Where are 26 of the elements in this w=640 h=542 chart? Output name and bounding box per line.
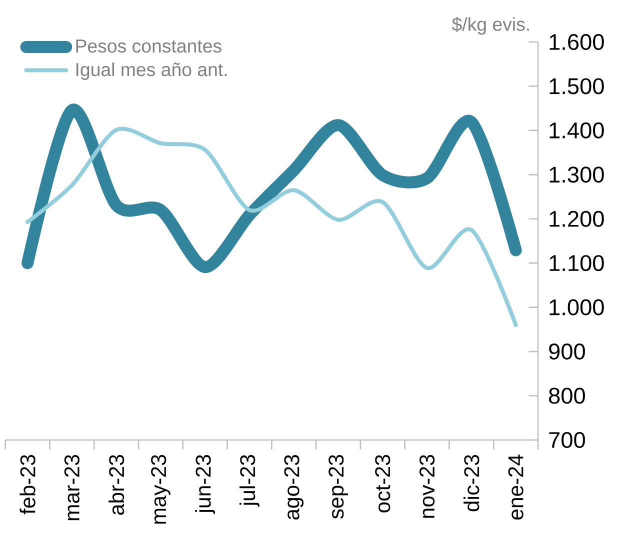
x-tick-label: sep-23 bbox=[328, 454, 348, 519]
line-series bbox=[26, 126, 518, 328]
y-tick-label: 1.100 bbox=[550, 255, 604, 272]
legend-label: Pesos constantes bbox=[76, 40, 222, 53]
y-tick-label: 1.200 bbox=[550, 210, 604, 227]
x-tick-label: nov-23 bbox=[419, 454, 435, 518]
x-tick-label: oct-23 bbox=[375, 454, 390, 512]
y-tick-label: 900 bbox=[549, 344, 585, 360]
y-axis-title: $/kg evis. bbox=[452, 16, 529, 35]
x-tick-label: ene-24 bbox=[508, 454, 524, 520]
y-tick-label: 1.600 bbox=[550, 34, 604, 50]
y-tick-label: 700 bbox=[549, 432, 585, 448]
x-tick-label: dic-23 bbox=[464, 454, 480, 512]
x-tick-label: feb-23 bbox=[20, 454, 36, 514]
y-tick-label: 1.500 bbox=[550, 78, 604, 94]
y-tick-label: 1.300 bbox=[550, 166, 604, 183]
legend-label: Igual mes año ant. bbox=[76, 62, 227, 80]
y-tick-label: 800 bbox=[549, 388, 585, 404]
x-tick-label: jul-23 bbox=[240, 454, 260, 507]
x-tick-label: jun-23 bbox=[195, 454, 216, 514]
x-tick-label: may-23 bbox=[151, 454, 170, 524]
x-tick-label: ago-23 bbox=[284, 454, 304, 520]
x-tick-label: abr-23 bbox=[108, 454, 124, 515]
x-tick-label: mar-23 bbox=[64, 454, 80, 520]
y-tick-label: 1.000 bbox=[550, 299, 604, 316]
y-tick-label: 1.400 bbox=[550, 122, 604, 138]
